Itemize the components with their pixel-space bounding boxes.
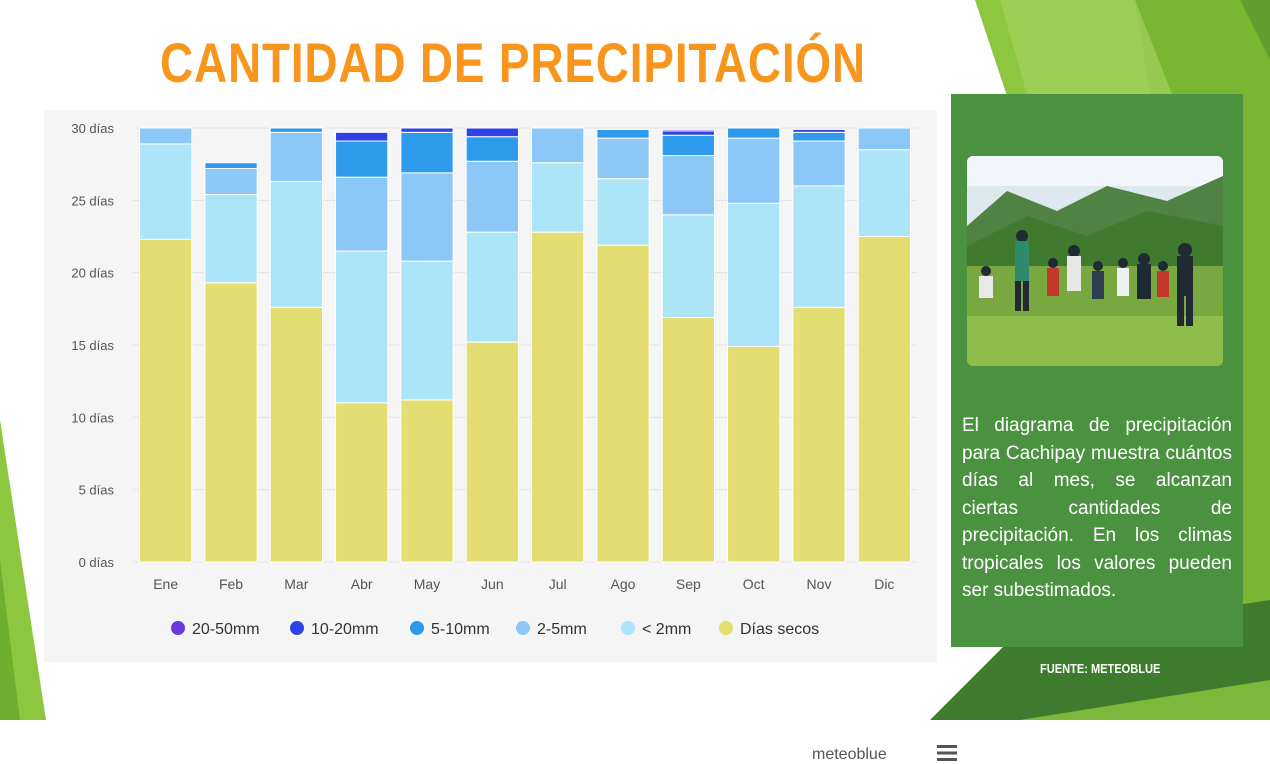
bar-segment [596,128,650,139]
bar-segment [661,154,715,216]
bar-segment [335,402,389,563]
landscape-group-photo [967,156,1223,366]
y-tick-label: 25 días [71,193,114,208]
meteoblue-watermark: meteoblue [812,746,887,763]
x-tick-label: Abr [351,576,373,592]
bar-segment [857,127,911,151]
bar-segment [400,399,454,563]
legend-marker [621,621,635,635]
x-tick-label: Ene [153,576,178,592]
precipitation-chart-panel: 0 días 5 días 10 días 15 días 20 días 25 días… [44,110,957,763]
bar-segment [139,127,193,145]
bar-segment [727,127,781,139]
bar-segment [792,306,846,563]
y-tick-label: 30 días [71,121,114,136]
bar-segment [792,185,846,308]
legend-marker [516,621,530,635]
legend-marker [719,621,733,635]
bar-segment [465,136,519,162]
bar-segment [661,130,715,136]
bar-segment [792,128,846,133]
bar-segment [335,140,389,178]
bar-segment [661,214,715,319]
bar-segment [269,306,323,563]
bar-segment [596,137,650,180]
y-tick-label: 10 días [71,410,114,425]
legend-marker [171,621,185,635]
legend-label: 20-50mm [192,621,260,638]
bar-segment [792,140,846,187]
y-tick-label: 5 días [79,483,115,498]
x-tick-label: Dic [874,576,894,592]
bar-segment [531,162,585,233]
legend-label: 10-20mm [311,621,379,638]
precipitation-chart: 0 días 5 días 10 días 15 días 20 días 25 días… [71,121,917,638]
bar-segment [139,143,193,240]
bar-segment [727,137,781,204]
y-tick-label: 20 días [71,266,114,281]
x-tick-label: Feb [219,576,243,592]
chart-description: El diagrama de precipitación para Cachip… [962,415,1232,601]
bar-segment [661,128,715,132]
bar-segment [400,127,454,133]
bar-segment [465,231,519,343]
source-label: FUENTE: METEOBLUE [1040,661,1161,676]
legend-label: 5-10mm [431,621,490,638]
bar-segment [335,250,389,404]
bar-segment [661,134,715,156]
bar-segment [727,202,781,347]
x-tick-label: Sep [676,576,701,592]
bar-segment [204,282,258,563]
bar-segment [269,181,323,308]
legend-label: < 2mm [642,621,691,638]
bar-segment [465,341,519,563]
bar-segment [204,168,258,196]
y-tick-label: 15 días [71,338,114,353]
legend-marker [290,621,304,635]
bar-segment [204,194,258,284]
bar-segment [335,176,389,252]
x-tick-label: Jul [549,576,567,592]
bar-segment [204,162,258,170]
bar-segment [139,238,193,563]
legend-label: 2-5mm [537,621,587,638]
bar-segment [269,131,323,183]
bar-segment [857,236,911,563]
bar-segment [465,127,519,138]
bar-segment [400,131,454,174]
bar-segment [400,260,454,401]
legend-label: Días secos [740,621,819,638]
info-box: El diagrama de precipitación para Cachip… [951,94,1243,647]
x-tick-label: Jun [481,576,504,592]
bar-segment [531,127,585,164]
legend-marker [410,621,424,635]
x-tick-label: Mar [284,576,308,592]
bar-segment [335,131,389,142]
bar-segment [400,172,454,262]
bar-segment [596,244,650,563]
bar-segment [792,131,846,142]
bar-segment [727,345,781,563]
hamburger-menu-icon[interactable] [937,744,957,762]
slide-title: CANTIDAD DE PRECIPITACIÓN [160,31,866,94]
x-tick-label: Nov [807,576,832,592]
bar-segment [596,178,650,246]
bar-segment [531,231,585,563]
bar-segment [661,317,715,563]
x-tick-label: Oct [743,576,765,592]
bar-segment [465,160,519,233]
y-tick-label: 0 días [79,555,115,570]
x-tick-label: May [414,576,440,592]
bar-segment [269,127,323,133]
bar-segment [857,149,911,238]
x-tick-label: Ago [611,576,636,592]
